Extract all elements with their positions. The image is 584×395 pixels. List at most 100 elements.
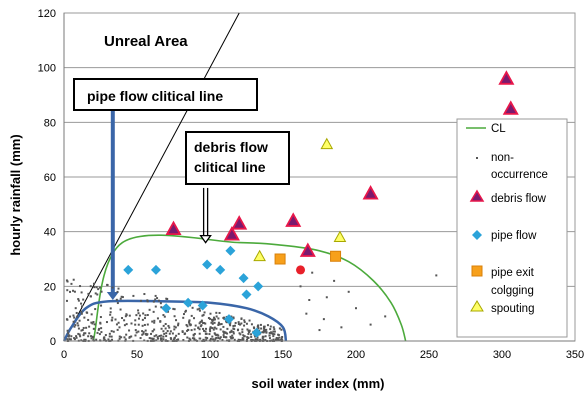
non-occurrence-point: [83, 316, 86, 319]
non-occurrence-point: [230, 330, 233, 333]
non-occurrence-point: [198, 332, 201, 335]
non-occurrence-point: [93, 323, 96, 326]
non-occurrence-point: [160, 327, 163, 330]
non-occurrence-point: [209, 330, 212, 333]
x-tick-label: 300: [493, 349, 511, 361]
non-occurrence-point: [150, 337, 153, 340]
non-occurrence-point: [215, 336, 218, 339]
non-occurrence-point: [203, 322, 206, 325]
non-occurrence-point: [88, 325, 91, 328]
non-occurrence-point: [347, 290, 350, 293]
non-occurrence-point: [137, 312, 140, 315]
non-occurrence-point: [213, 326, 216, 329]
pipe-flow-point: [215, 264, 226, 275]
non-occurrence-point: [77, 299, 80, 302]
non-occurrence-point: [73, 338, 76, 341]
non-occurrence-point: [202, 329, 205, 332]
non-occurrence-point: [117, 287, 120, 290]
non-occurrence-point: [91, 335, 94, 338]
non-occurrence-point: [155, 334, 158, 337]
non-occurrence-point: [247, 336, 250, 339]
non-occurrence-point: [168, 326, 171, 329]
non-occurrence-point: [108, 332, 111, 335]
non-occurrence-point: [162, 314, 165, 317]
non-occurrence-point: [125, 323, 128, 326]
non-occurrence-point: [156, 337, 159, 340]
legend-debris-flow-swatch: [469, 189, 485, 202]
non-occurrence-point: [110, 330, 113, 333]
non-occurrence-point: [211, 335, 214, 338]
non-occurrence-point: [254, 339, 257, 342]
pipe-exit-point: [274, 253, 286, 265]
non-occurrence-point: [188, 319, 191, 322]
non-occurrence-point: [202, 313, 205, 316]
non-occurrence-point: [97, 328, 100, 331]
non-occurrence-point: [269, 328, 272, 331]
axes: [63, 13, 575, 342]
non-occurrence-point: [134, 323, 137, 326]
non-occurrence-point: [213, 316, 216, 319]
non-occurrence-point: [84, 332, 87, 335]
non-occurrence-point: [111, 286, 114, 289]
non-occurrence-point: [173, 325, 176, 328]
non-occurrence-point: [224, 331, 227, 334]
x-tick-label: 250: [420, 349, 438, 361]
non-occurrence-point: [165, 297, 168, 300]
non-occurrence-point: [217, 323, 220, 326]
non-occurrence-point: [199, 321, 202, 324]
non-occurrence-point: [117, 321, 120, 324]
non-occurrence-point: [128, 336, 131, 339]
non-occurrence-point: [220, 323, 223, 326]
non-occurrence-point: [239, 323, 242, 326]
non-occurrence-point: [193, 332, 196, 335]
non-occurrence-point: [89, 285, 92, 288]
non-occurrence-point: [185, 323, 188, 326]
y-tick-label: 80: [44, 117, 56, 129]
non-occurrence-point: [82, 298, 85, 301]
non-occurrence-point: [259, 323, 262, 326]
non-occurrence-point: [103, 338, 106, 341]
pipe-flow-point: [223, 314, 234, 325]
non-occurrence-point: [65, 318, 68, 321]
legend-spouting-label: spouting: [491, 303, 534, 315]
non-occurrence-point: [355, 307, 357, 310]
non-occurrence-point: [276, 337, 279, 340]
non-occurrence-point: [89, 295, 92, 298]
non-occurrence-point: [230, 337, 233, 340]
non-occurrence-point: [75, 336, 78, 339]
unreal-area-label: Unreal Area: [104, 33, 188, 50]
non-occurrence-point: [77, 332, 80, 335]
non-occurrence-point: [263, 325, 266, 328]
non-occurrence-point: [198, 307, 201, 310]
non-occurrence-point: [77, 327, 80, 330]
non-occurrence-point: [219, 336, 222, 339]
non-occurrence-point: [202, 321, 205, 324]
non-occurrence-point: [187, 328, 190, 331]
non-occurrence-point: [248, 331, 251, 334]
non-occurrence-point: [124, 338, 127, 341]
non-occurrence-point: [333, 279, 336, 282]
non-occurrence-point: [163, 315, 166, 318]
non-occurrence-point: [143, 317, 146, 320]
non-occurrence-point: [272, 335, 275, 338]
non-occurrence-point: [184, 332, 187, 335]
non-occurrence-point: [209, 337, 212, 340]
non-occurrence-point: [124, 315, 127, 318]
non-occurrence-point: [277, 333, 280, 336]
non-occurrence-point: [241, 331, 244, 334]
non-occurrence-point: [105, 321, 108, 324]
legend: CL non- occurrence debris flow pipe flow…: [456, 118, 568, 338]
non-occurrence-point: [232, 325, 235, 328]
non-occurrence-point: [246, 328, 249, 331]
non-occurrence-point: [77, 324, 80, 327]
non-occurrence-point: [272, 330, 275, 333]
debris-arrow-head: [199, 234, 212, 244]
non-occurrence-point: [239, 333, 242, 336]
non-occurrence-point: [152, 300, 155, 303]
non-occurrence-point: [246, 336, 249, 339]
non-occurrence-point: [154, 298, 157, 301]
non-occurrence-point: [164, 322, 167, 325]
non-occurrence-point: [203, 311, 206, 314]
non-occurrence-point: [137, 317, 140, 320]
non-occurrence-point: [272, 326, 275, 329]
